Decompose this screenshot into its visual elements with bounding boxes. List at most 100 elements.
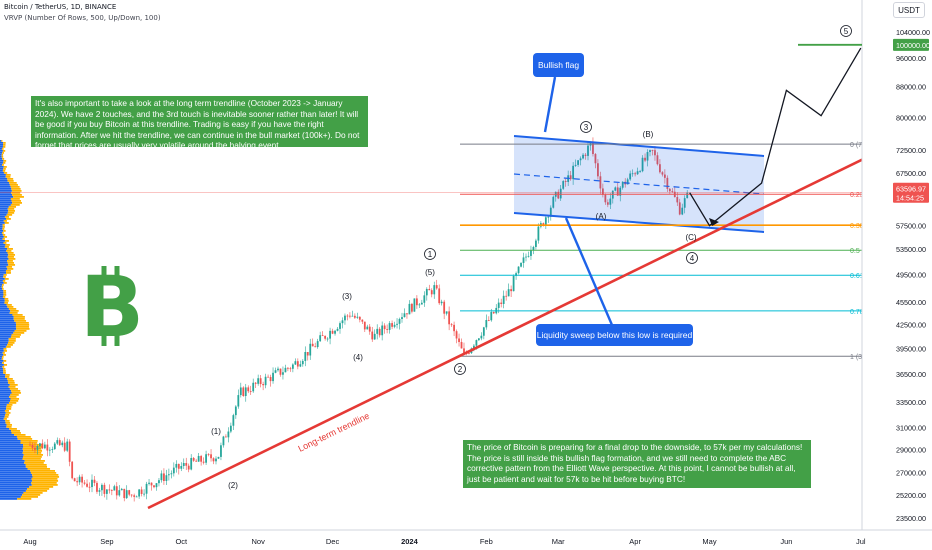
candle-body [309,343,312,356]
candle-body [609,198,612,205]
volume-bar-up [0,226,3,228]
candle-body [497,302,500,308]
candle-body [98,490,101,492]
volume-bar-down [2,228,5,230]
volume-bar-up [0,222,5,224]
volume-bar-down [2,232,4,234]
volume-bar-up [0,216,5,218]
candle-body [349,315,351,317]
volume-bar-up [0,452,23,454]
wave-label: (B) [643,130,654,139]
volume-bar-up [0,482,32,484]
volume-bar-down [16,436,31,438]
candle-body [39,443,41,447]
y-tick-label: 49500.00 [896,271,926,280]
candle-body [463,348,465,353]
candle-body [329,330,331,339]
candle-body [525,256,527,258]
candle-body [289,368,292,370]
volume-bar-down [11,392,21,394]
candle-body [661,172,664,175]
volume-bar-down [2,158,5,160]
candle-body [681,207,684,215]
candle-body [277,368,279,371]
volume-bar-up [0,434,15,436]
volume-bar-down [4,416,9,418]
candles [29,137,689,502]
volume-bar-up [0,466,26,468]
volume-bar-down [2,284,4,286]
candle-body [247,387,250,392]
candle-body [361,319,364,322]
candle-body [175,463,178,468]
volume-bar-down [25,466,48,468]
candle-body [406,313,408,315]
candle-body [264,376,267,386]
x-tick-label: Jul [856,537,866,546]
volume-bar-up [0,456,24,458]
volume-bar-down [8,338,16,340]
volume-bar-down [8,382,15,384]
candle-body [569,175,572,180]
volume-bar-up [0,312,10,314]
volume-bar-up [0,200,12,202]
volume-bar-up [0,462,25,464]
candle-body [594,154,597,164]
wave-label: 4 [690,254,695,263]
volume-bar-up [0,368,3,370]
candle-body [420,302,423,305]
volume-bar-up [0,176,6,178]
candle-body [242,387,245,397]
candle-body [254,382,257,384]
volume-bar-down [6,214,13,216]
volume-bar-down [11,200,22,202]
wave-circle [424,248,436,260]
candle-body [482,327,485,336]
volume-bar-down [4,302,9,304]
volume-bar-down [2,152,4,154]
wave-circle [840,25,852,37]
wave-label: (2) [228,481,238,490]
volume-bar-up [0,414,6,416]
volume-bar-up [0,354,4,356]
wave-label: 2 [458,365,463,374]
candle-body [172,467,175,474]
volume-bar-down [2,162,6,164]
candle-body [527,255,530,257]
candle-body [135,496,138,498]
current-price-value: 63596.97 [896,185,926,194]
volume-bar-down [4,298,9,300]
volume-bar-up [0,318,14,320]
volume-bar-down [3,354,7,356]
candle-body [108,489,111,491]
candle-body [96,482,98,492]
volume-bar-up [0,424,7,426]
candle-body [163,473,165,482]
candle-body [269,377,272,382]
candle-body [542,223,545,226]
candle-body [579,158,582,161]
candle-body [458,338,460,343]
candle-body [101,484,103,491]
currency-selector[interactable]: USDT [893,2,925,18]
candle-body [438,288,441,304]
wave-label: (1) [211,427,221,436]
candle-body [205,454,207,463]
volume-bar-up [0,344,8,346]
y-tick-label: 53500.00 [896,245,926,254]
volume-bar-up [0,324,17,326]
candle-body [143,493,145,495]
volume-bar-down [5,420,10,422]
volume-bar-down [5,414,10,416]
volume-bar-up [0,288,3,290]
volume-bar-down [6,406,12,408]
candle-body [130,494,133,496]
projection-path [689,47,862,227]
volume-bar-up [0,256,8,258]
volume-bar-down [4,246,9,248]
volume-bar-up [0,322,16,324]
candle-body [321,335,324,337]
volume-bar-up [0,488,28,490]
